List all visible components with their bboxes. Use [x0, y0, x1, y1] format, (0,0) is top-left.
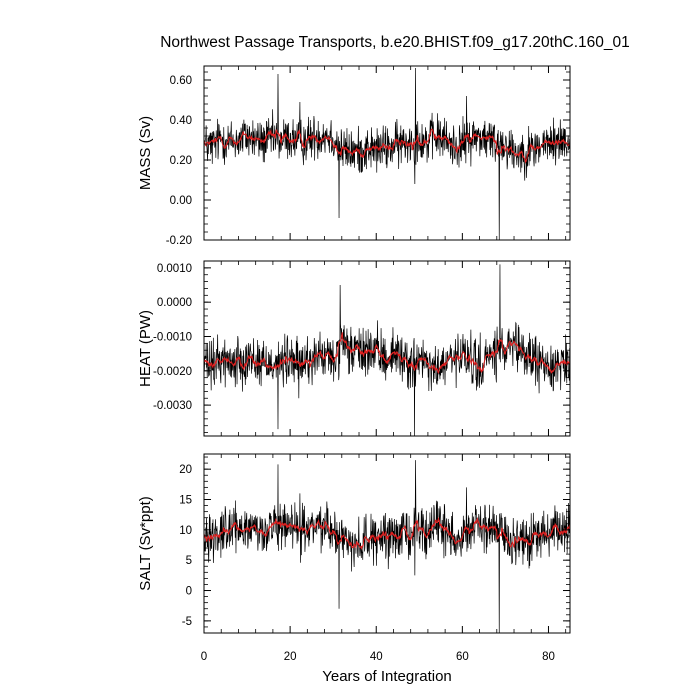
y-tick-label: 0.40 — [170, 115, 192, 127]
y-tick-label: 0.20 — [170, 155, 192, 167]
y-tick-label: -0.0030 — [153, 400, 192, 412]
plot-frame — [203, 65, 571, 241]
x-axis-label: Years of Integration — [322, 668, 452, 685]
plot-frame — [203, 453, 571, 634]
y-tick-label: 0.00 — [170, 195, 192, 207]
y-tick-label: -0.0010 — [153, 331, 192, 343]
y-tick-label: 0.0000 — [157, 297, 192, 309]
smoothed-series-line — [204, 332, 570, 375]
chart-title: Northwest Passage Transports, b.e20.BHIS… — [160, 34, 630, 51]
smoothed-series-line — [204, 128, 570, 164]
y-axis-label: MASS (Sv) — [137, 116, 154, 190]
x-tick-label: 0 — [201, 651, 207, 663]
smoothed-series-line — [204, 516, 570, 550]
y-tick-label: 10 — [179, 525, 192, 537]
y-tick-label: 15 — [179, 495, 192, 507]
panel-salt: -5 0 5 10 15 20 0 20 40 60 80 SALT (Sv*ppt) — [137, 453, 571, 663]
y-tick-label: 0.60 — [170, 75, 192, 87]
x-tick-label: 40 — [370, 651, 383, 663]
plot-frame — [203, 260, 571, 437]
raw-series-line — [204, 264, 570, 436]
x-tick-label: 20 — [284, 651, 297, 663]
y-tick-label: 0.0010 — [157, 263, 192, 275]
y-tick-label: -0.20 — [166, 235, 192, 247]
y-tick-label: 5 — [186, 555, 192, 567]
raw-series-line — [204, 67, 570, 240]
panel-heat: -0.0030 -0.0020 -0.0010 0.0000 0.0010 HEAT (P… — [137, 260, 571, 437]
y-tick-label: 20 — [179, 464, 192, 476]
panel-mass: -0.20 0.00 0.20 0.40 0.60 MASS (Sv) — [137, 65, 571, 247]
raw-series-line — [204, 460, 570, 633]
y-tick-label: -5 — [182, 616, 192, 628]
x-tick-label: 80 — [542, 651, 555, 663]
y-axis-label: SALT (Sv*ppt) — [137, 496, 154, 590]
y-tick-label: 0 — [186, 586, 192, 598]
y-axis-label: HEAT (PW) — [137, 310, 154, 387]
y-tick-label: -0.0020 — [153, 366, 192, 378]
x-tick-label: 60 — [456, 651, 469, 663]
